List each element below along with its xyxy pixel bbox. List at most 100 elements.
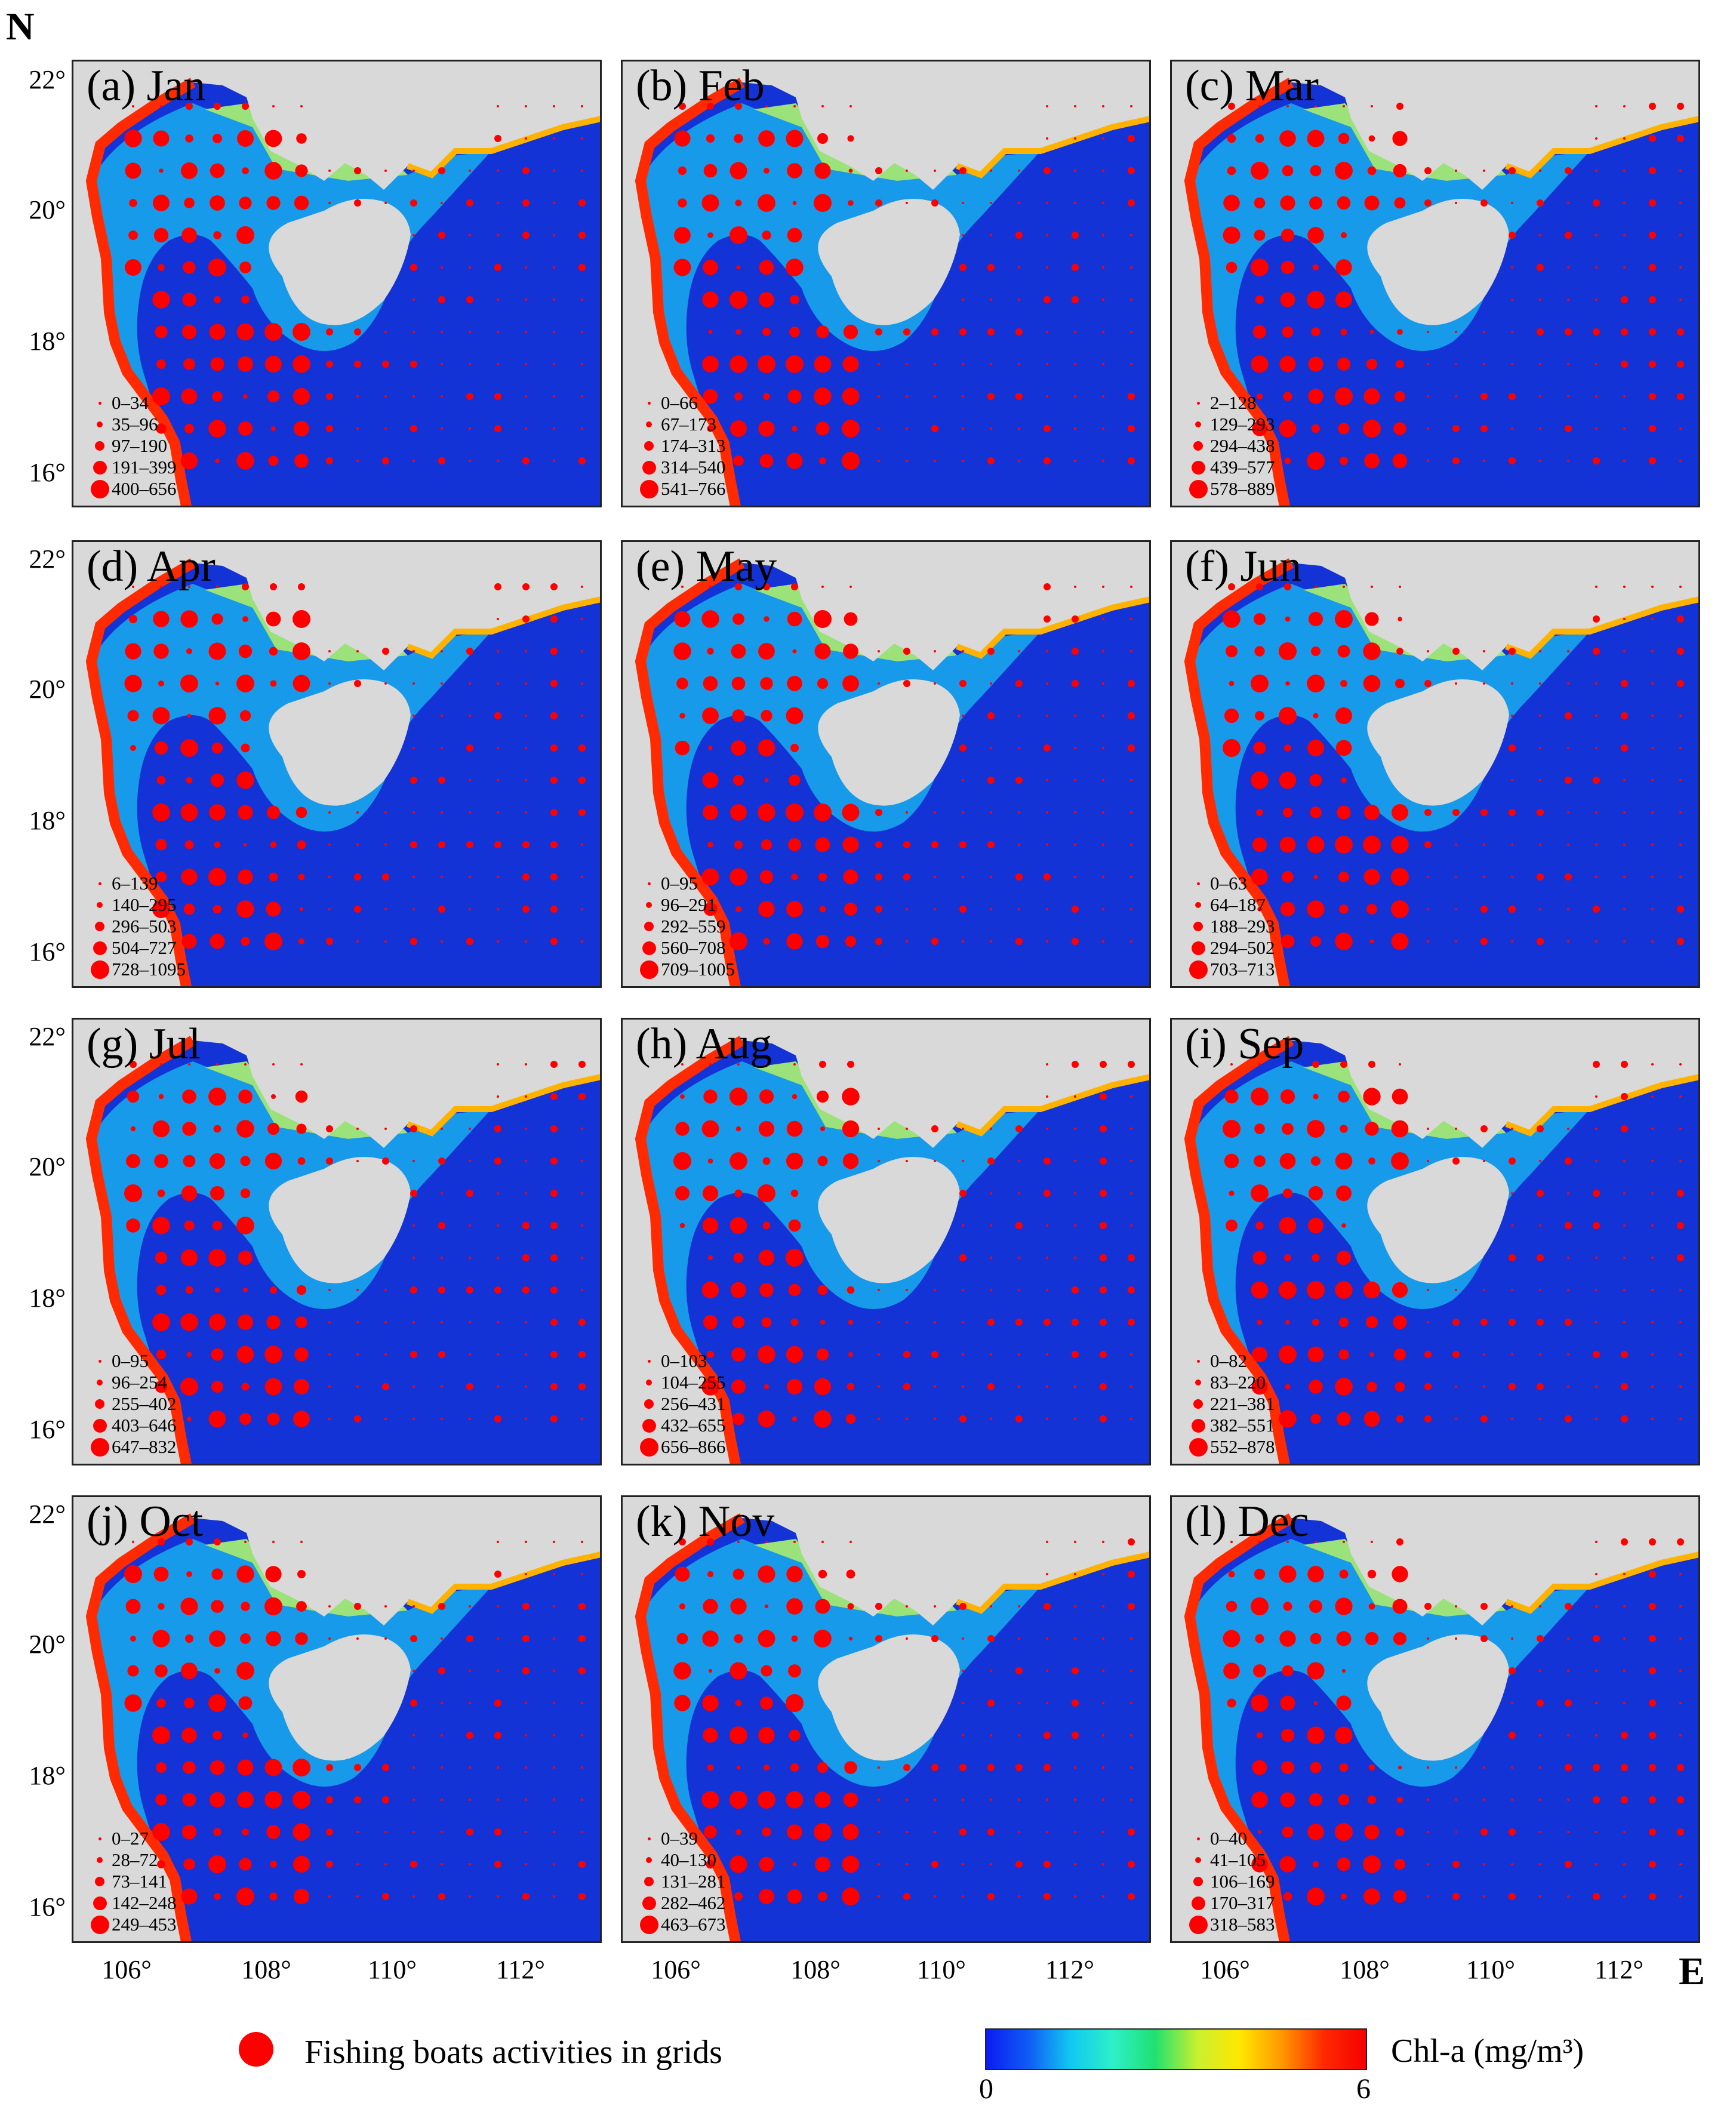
activity-dot	[1018, 1702, 1020, 1704]
activity-dot	[384, 427, 387, 430]
activity-dot	[264, 1759, 282, 1776]
legend-range: 83–220	[1210, 1372, 1266, 1393]
activity-dot	[962, 1289, 964, 1291]
activity-dot	[160, 586, 162, 588]
activity-dot	[1046, 1831, 1048, 1833]
activity-dot	[186, 103, 193, 110]
activity-dot	[736, 265, 741, 270]
activity-dot	[1623, 460, 1626, 462]
activity-dot	[1649, 1828, 1656, 1836]
activity-dot	[1015, 1125, 1023, 1132]
activity-dot	[1649, 1571, 1656, 1578]
activity-dot	[497, 682, 499, 685]
activity-dot	[469, 1257, 471, 1259]
activity-dot	[788, 1219, 801, 1232]
activity-dot	[931, 1635, 938, 1642]
activity-dot	[152, 1120, 170, 1138]
activity-dot	[413, 1605, 415, 1608]
activity-dot	[550, 938, 558, 945]
map-panel-apr: (d) Apr 6–139 140–295 296–503 504–727 72…	[72, 540, 602, 988]
activity-dot	[819, 1061, 826, 1068]
activity-dot	[1130, 779, 1132, 781]
activity-dot	[1335, 1597, 1353, 1615]
activity-dot	[1251, 355, 1269, 373]
activity-dot	[1130, 266, 1132, 269]
activity-dot	[1537, 1699, 1544, 1707]
activity-dot	[413, 1385, 415, 1388]
activity-dot	[264, 1791, 282, 1809]
activity-dot	[208, 420, 226, 438]
activity-dot	[1539, 715, 1541, 717]
activity-dot	[413, 460, 415, 462]
activity-dot	[578, 1893, 586, 1900]
activity-dot	[469, 1895, 471, 1898]
activity-dot	[494, 135, 501, 142]
size-dot-3	[95, 1399, 104, 1409]
activity-dot	[1130, 1418, 1132, 1420]
activity-dot	[707, 1538, 714, 1545]
activity-dot	[1567, 940, 1569, 943]
activity-dot	[1483, 650, 1485, 652]
activity-dot	[1130, 650, 1132, 652]
colorbar-title: Chl-a (mg/m³)	[1391, 2033, 1584, 2070]
activity-dot	[213, 904, 222, 914]
activity-dot	[1567, 266, 1569, 269]
activity-dot	[737, 1063, 740, 1066]
legend-range: 403–646	[112, 1415, 177, 1436]
activity-dot	[847, 135, 854, 142]
legend-range: 0–82	[1210, 1350, 1247, 1371]
activity-dot	[878, 1418, 880, 1420]
activity-dot	[847, 1383, 855, 1391]
legend-row: 97–190	[88, 435, 177, 457]
activity-dot	[581, 682, 583, 685]
activity-dot	[1623, 1637, 1626, 1640]
activity-dot	[578, 1635, 586, 1642]
activity-dot	[1018, 363, 1020, 365]
legend-range: 0–27	[112, 1828, 149, 1849]
activity-dot	[578, 264, 586, 271]
activity-dot	[878, 363, 880, 365]
activity-dot	[962, 1385, 964, 1388]
activity-dot	[1102, 1605, 1104, 1608]
activity-dot	[818, 1892, 827, 1901]
x-tick: 112°	[496, 1955, 545, 1984]
activity-dot	[1623, 618, 1626, 620]
activity-dot	[441, 1799, 443, 1801]
activity-dot	[1679, 202, 1682, 204]
legend-row: 382–551	[1186, 1415, 1275, 1436]
activity-dot	[1251, 1184, 1269, 1202]
activity-dot	[675, 1122, 690, 1136]
activity-dot	[1337, 1412, 1351, 1426]
activity-dot	[125, 643, 141, 660]
activity-dot	[1283, 392, 1292, 401]
hainan-island	[269, 1157, 411, 1283]
activity-dot	[1567, 1637, 1569, 1640]
activity-dot	[1227, 134, 1236, 143]
activity-dot	[1015, 232, 1023, 239]
activity-dot	[1284, 1254, 1291, 1261]
activity-dot	[761, 1665, 772, 1677]
activity-dot	[1623, 650, 1626, 652]
activity-dot	[786, 1120, 803, 1137]
activity-dot	[732, 1316, 745, 1329]
activity-dot	[934, 650, 936, 652]
activity-dot	[550, 712, 558, 719]
activity-dot	[1593, 777, 1600, 784]
activity-dot	[1281, 229, 1294, 242]
activity-dot	[962, 1160, 964, 1162]
activity-dot	[842, 1153, 859, 1169]
activity-dot	[266, 901, 281, 917]
activity-dot	[494, 1125, 501, 1132]
activity-dot	[441, 715, 443, 717]
y-tick: 18°	[29, 1283, 66, 1313]
activity-dot	[578, 744, 586, 752]
activity-dot	[1313, 1094, 1319, 1100]
activity-dot	[1455, 1128, 1457, 1130]
activity-dot	[180, 1313, 198, 1331]
activity-dot	[1100, 1351, 1107, 1358]
activity-dot	[1074, 1224, 1076, 1227]
activity-dot	[1044, 1861, 1051, 1868]
activity-dot	[153, 1566, 169, 1582]
activity-dot	[1044, 744, 1051, 752]
panel-label: (k) Nov	[636, 1497, 775, 1546]
